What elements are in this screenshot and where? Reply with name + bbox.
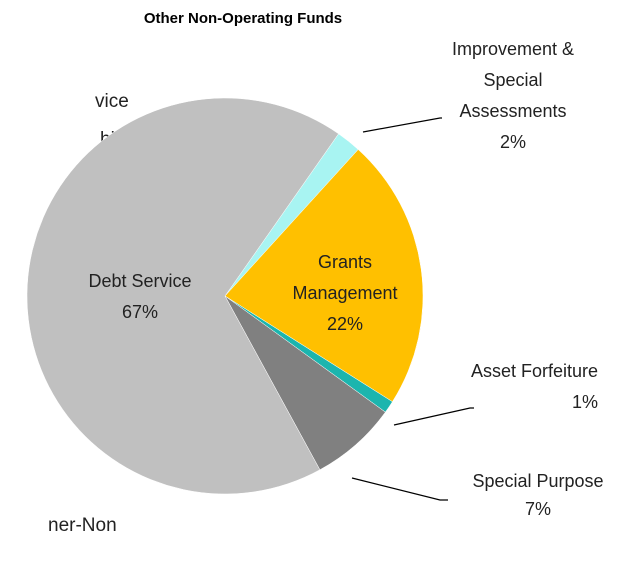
background-text: ner-Non: [48, 515, 117, 536]
leader-line: [393, 407, 474, 426]
slice-label: Grants Management 22%: [270, 247, 420, 340]
chart-title: Other Non-Operating Funds: [143, 10, 343, 27]
slice-label: Debt Service 67%: [80, 266, 200, 328]
category: Special Purpose: [472, 471, 604, 491]
value-label: 67%: [121, 302, 159, 322]
slice-label: Special Purpose 7%: [448, 453, 628, 565]
background-text: vice: [95, 91, 129, 112]
category: Debt Service: [88, 271, 192, 291]
chart: [26, 97, 474, 501]
value-label: 1%: [571, 392, 598, 412]
pie-slice: [224, 149, 424, 403]
category: Asset Forfeiture: [470, 361, 598, 381]
leader-line: [362, 117, 442, 133]
value-label: 2%: [499, 132, 526, 152]
category: Grants Management: [292, 252, 398, 303]
page: vice his o ner-Non Other Non-Operating F…: [26, 10, 604, 536]
value-label: 7%: [524, 499, 551, 519]
category: Improvement & Special Assessments: [451, 39, 575, 121]
pie-slice: [26, 97, 339, 495]
slice-label: Improvement & Special Assessments 2%: [443, 34, 583, 158]
leader-line: [351, 477, 448, 501]
slice-label: Asset Forfeiture 1%: [448, 356, 598, 418]
value-label: 22%: [326, 314, 364, 334]
